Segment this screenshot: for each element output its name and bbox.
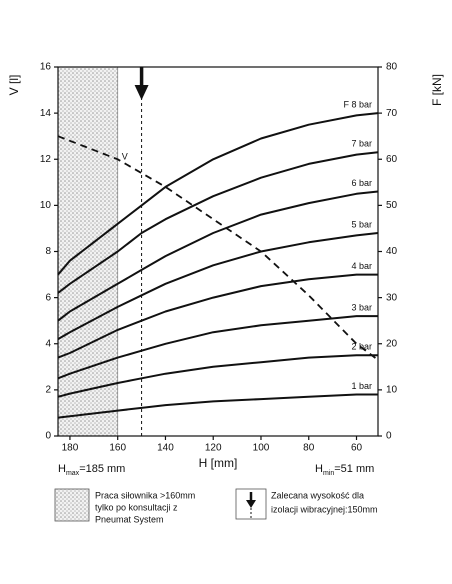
legend-arrow-box [235,488,267,520]
series-label: 1 bar [351,381,372,391]
y2-tick-label: 10 [386,385,398,396]
x-tick-label: 160 [109,443,126,454]
h-min-sub: min [323,470,334,477]
legend-text: Praca siłownika >160mm [95,490,195,500]
h-max-text: =185 mm [79,463,125,475]
series-label: 3 bar [351,302,372,312]
y2-tick-label: 0 [386,431,392,442]
legend-text: tylko po konsultacji z [95,502,178,512]
series-label: F 8 bar [343,100,372,110]
x-axis-label: H [mm] [199,456,238,470]
series-line [57,112,379,276]
y-tick-label: 6 [45,292,51,303]
y2-tick-label: 20 [386,338,398,349]
x-tick-label: 140 [157,443,174,454]
y-tick-label: 10 [40,200,52,211]
x-tick-label: 80 [303,443,315,454]
y2-tick-label: 70 [386,108,398,119]
y-tick-label: 8 [45,246,51,257]
y-axis-label: V [l] [7,75,21,96]
y-tick-label: 4 [45,338,51,349]
y2-tick-label: 40 [386,246,398,257]
legend-text: izolacji wibracyjnej:150mm [271,504,378,514]
series-line [57,135,379,361]
legend-hatch-swatch [54,488,90,522]
series-label: V [122,152,128,162]
x-tick-label: 100 [253,443,270,454]
legend-arrow-head [246,500,256,508]
recommended-arrow-head [134,85,149,100]
series-line [57,190,379,322]
h-min-text: =51 mm [334,463,374,475]
y-tick-label: 2 [45,385,51,396]
y2-tick-label: 30 [386,292,398,303]
legend-text: Zalecana wysokość dla [271,490,364,500]
h-max-sub: max [66,470,80,477]
x-tick-label: 180 [62,443,79,454]
y-tick-label: 16 [40,62,52,73]
series-label: 2 bar [351,342,372,352]
series-line [57,393,378,419]
series-line [57,232,379,340]
h-min-symbol: H [315,463,323,475]
y2-axis-label: F [kN] [430,74,444,106]
hatch-region [58,67,118,436]
x-tick-label: 120 [205,443,222,454]
series-label: 6 bar [351,178,372,188]
series-label: 5 bar [351,219,372,229]
series-label: 4 bar [351,261,372,271]
series-label: 7 bar [351,139,372,149]
h-min-label: Hmin=51 mm [315,463,374,477]
h-max-label: Hmax=185 mm [58,463,125,477]
series-line [57,273,378,359]
legend-text: Pneumat System [95,514,164,524]
series-line [57,151,379,294]
h-max-symbol: H [58,463,66,475]
x-tick-label: 60 [351,443,363,454]
y-tick-label: 12 [40,154,52,165]
y-tick-label: 14 [40,108,52,119]
y2-tick-label: 80 [386,62,398,73]
y2-tick-label: 50 [386,200,398,211]
y-tick-label: 0 [45,431,51,442]
series-line [57,354,378,398]
y2-tick-label: 60 [386,154,398,165]
series-line [57,315,378,380]
